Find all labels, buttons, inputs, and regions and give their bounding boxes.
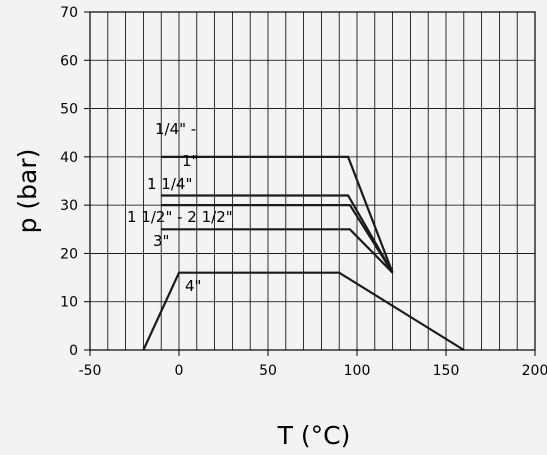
- annotation-4-inch: 4": [185, 277, 201, 295]
- series-line-3: [161, 204, 394, 274]
- y-tick-label: 20: [60, 246, 78, 262]
- series-line-5: [142, 271, 465, 351]
- x-tick-label: -50: [79, 363, 102, 379]
- y-tick-label: 60: [60, 53, 78, 69]
- x-tick-label: 50: [259, 363, 277, 379]
- x-tick-label: 0: [175, 363, 184, 379]
- chart-series: [142, 155, 465, 351]
- x-tick-label: 200: [522, 363, 547, 379]
- annotation-1-inch: 1": [182, 152, 198, 170]
- plot-frame: [89, 11, 536, 351]
- y-axis-title: p (bar): [13, 149, 42, 234]
- x-tick-label: 100: [344, 363, 371, 379]
- y-tick-label: 0: [69, 343, 78, 359]
- y-tick-label: 10: [60, 295, 78, 311]
- y-tick-label: 30: [60, 198, 78, 214]
- plot-border: [89, 11, 536, 351]
- y-tick-label: 70: [60, 5, 78, 21]
- y-tick-label: 40: [60, 150, 78, 166]
- x-tick-label: 150: [433, 363, 460, 379]
- series-line-1: [161, 155, 394, 274]
- y-tick-label: 50: [60, 102, 78, 118]
- annotation-3-inch: 3": [153, 232, 169, 250]
- series-line-2: [161, 194, 394, 274]
- annotation-1-1-2-to-2-1-2: 1 1/2" - 2 1/2": [127, 208, 233, 226]
- x-axis-title: T (°C): [277, 421, 351, 450]
- annotation-1-4-dash: 1/4" -: [155, 120, 196, 138]
- series-line-4: [161, 228, 394, 274]
- annotation-1-1-4: 1 1/4": [147, 175, 192, 193]
- chart-grid: [90, 12, 535, 350]
